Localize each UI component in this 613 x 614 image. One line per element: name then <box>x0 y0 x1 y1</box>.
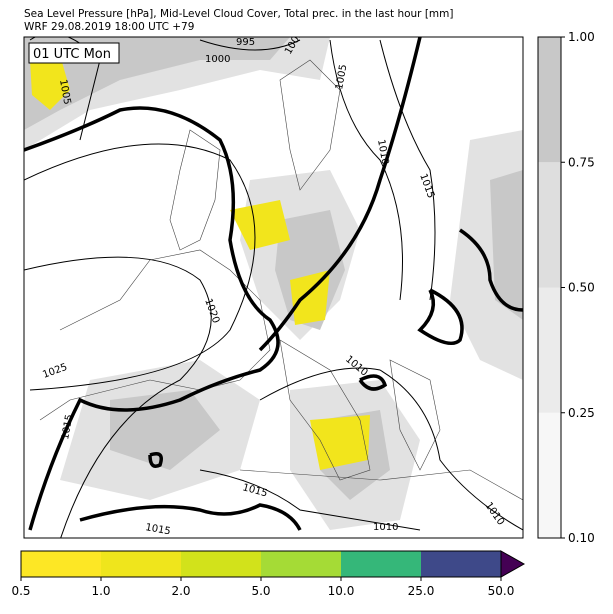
colorbar-band <box>261 551 341 577</box>
isobar-label: 1010 <box>373 522 398 533</box>
colorbar-extension <box>500 550 526 578</box>
colorbar-band <box>181 551 261 577</box>
isobar-label: 1010 <box>375 139 390 166</box>
colorbar-band <box>538 37 561 163</box>
isobar-label: 995 <box>236 37 255 48</box>
colorbar-tick-label: 0.50 <box>568 281 595 295</box>
time-box <box>28 42 120 64</box>
colorbar-band <box>341 551 421 577</box>
title-line: WRF 29.08.2019 18:00 UTC +79 <box>24 21 194 33</box>
colorbar-tick-label: 2.0 <box>171 584 190 598</box>
isobar-label: 1015 <box>60 414 75 441</box>
title-line: Sea Level Pressure [hPa], Mid-Level Clou… <box>24 8 454 20</box>
colorbar-tick-label: 0.10 <box>568 531 595 545</box>
colorbar-tick-label: 50.0 <box>488 584 515 598</box>
colorbar-band <box>421 551 501 577</box>
map-area: 995 1000 1005 1005 1005 1010 1015 1020 1… <box>24 37 523 538</box>
colorbar-band <box>538 162 561 288</box>
colorbar-tick-label: 0.5 <box>11 584 30 598</box>
cloud-colorbar: 0.10 0.25 0.50 0.75 1.00 <box>537 30 595 545</box>
isobar-label: 1015 <box>144 522 171 537</box>
precip-colorbar: 0.5 1.0 2.0 5.0 10.0 25.0 50.0 <box>11 550 526 598</box>
colorbar-band <box>538 287 561 413</box>
colorbar-tick-label: 0.75 <box>568 155 595 169</box>
colorbar-tick-label: 10.0 <box>328 584 355 598</box>
colorbar-band <box>101 551 181 577</box>
isobar-label: 1005 <box>334 64 349 91</box>
colorbar-band <box>21 551 101 577</box>
map-frame <box>23 36 524 539</box>
time-label: 01 UTC Mon <box>33 47 111 62</box>
isobar-label: 1000 <box>205 54 230 65</box>
colorbar-tick-label: 25.0 <box>408 584 435 598</box>
colorbar-tick-label: 5.0 <box>251 584 270 598</box>
isobar-label: 1005 <box>57 79 72 106</box>
colorbar-band <box>538 412 561 538</box>
colorbar-tick-label: 1.00 <box>568 30 595 44</box>
colorbar-tick-label: 1.0 <box>91 584 110 598</box>
colorbar-tick-label: 0.25 <box>568 406 595 420</box>
